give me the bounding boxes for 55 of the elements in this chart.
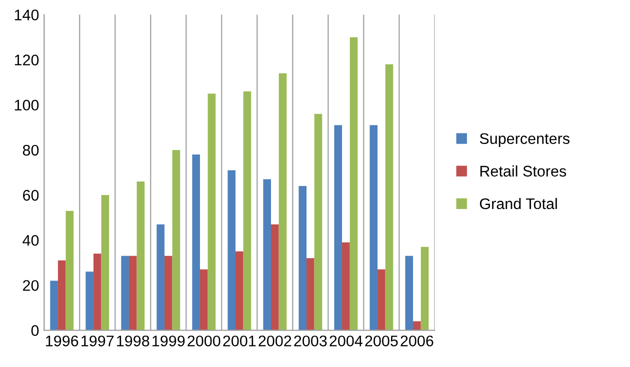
bar bbox=[101, 195, 110, 330]
bar bbox=[128, 256, 137, 330]
bar bbox=[172, 150, 180, 330]
bar bbox=[136, 182, 145, 330]
bar bbox=[93, 254, 102, 330]
bar bbox=[50, 280, 58, 330]
x-tick-label: 2006 bbox=[400, 336, 434, 346]
bar bbox=[263, 179, 272, 330]
x-tick-label: 2000 bbox=[188, 336, 220, 346]
x-tick-label: 1997 bbox=[82, 336, 114, 346]
bar bbox=[58, 260, 66, 330]
bar bbox=[278, 73, 287, 330]
x-tick-label: 2005 bbox=[365, 336, 398, 346]
x-tick-label: 1996 bbox=[46, 336, 78, 346]
bar bbox=[298, 186, 307, 330]
x-tick-label: 2001 bbox=[223, 336, 256, 346]
bar bbox=[164, 256, 172, 330]
bar bbox=[420, 246, 429, 330]
bar bbox=[314, 114, 322, 330]
bar bbox=[243, 91, 252, 330]
bar bbox=[378, 269, 386, 330]
bar bbox=[86, 272, 94, 330]
bar bbox=[413, 321, 421, 330]
bar bbox=[235, 251, 244, 330]
y-tick-label: 60 bbox=[23, 190, 39, 201]
x-tick-label: 1998 bbox=[117, 336, 150, 346]
bar bbox=[156, 224, 164, 330]
bar bbox=[208, 94, 216, 330]
x-tick-label: 2003 bbox=[294, 336, 327, 346]
legend-label: Retail Stores bbox=[480, 165, 566, 177]
legend-label: Supercenters bbox=[480, 133, 570, 148]
bar bbox=[271, 224, 279, 330]
bar bbox=[342, 242, 350, 330]
bar bbox=[121, 256, 129, 330]
bar bbox=[200, 269, 208, 330]
bar bbox=[405, 256, 414, 330]
bar bbox=[306, 258, 314, 330]
bar bbox=[334, 125, 342, 330]
bar bbox=[350, 37, 358, 330]
y-tick-label: 100 bbox=[14, 100, 39, 111]
legend-label: Grand Total bbox=[480, 198, 557, 210]
y-tick-label: 20 bbox=[23, 280, 39, 291]
bar bbox=[66, 210, 74, 330]
y-tick-label: 0 bbox=[31, 325, 39, 336]
bar bbox=[370, 125, 378, 330]
bar bbox=[385, 64, 394, 330]
y-tick-label: 40 bbox=[22, 234, 39, 246]
y-tick-label: 120 bbox=[14, 54, 39, 66]
x-tick-label: 1999 bbox=[152, 336, 185, 346]
x-tick-label: 2002 bbox=[258, 336, 292, 346]
bar bbox=[192, 154, 200, 330]
y-tick-label: 80 bbox=[22, 144, 39, 156]
x-tick-label: 2004 bbox=[330, 336, 362, 346]
bar bbox=[228, 170, 236, 330]
y-tick-label: 140 bbox=[14, 10, 39, 20]
